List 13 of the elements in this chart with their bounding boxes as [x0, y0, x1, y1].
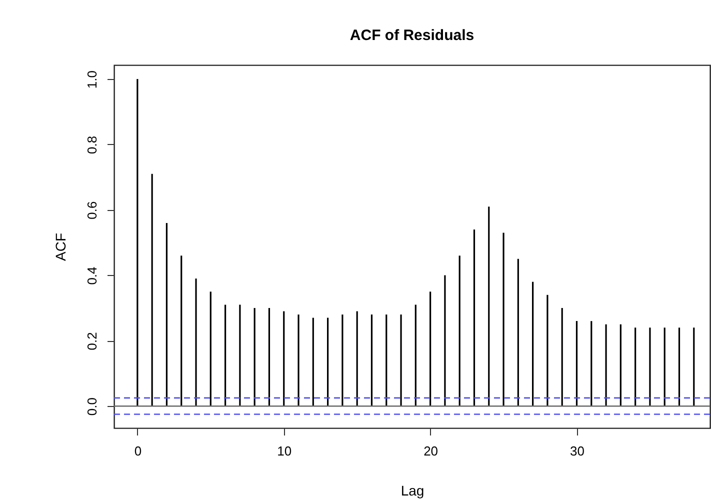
x-tick-label: 10: [277, 444, 292, 458]
y-axis-title: ACF: [52, 233, 68, 261]
chart-title: ACF of Residuals: [350, 27, 474, 44]
x-tick-label: 20: [424, 444, 438, 458]
y-tick-label: 0.0: [84, 398, 100, 416]
x-axis-title: Lag: [400, 482, 424, 498]
x-tick-label: 0: [134, 444, 142, 458]
y-tick-label: 0.4: [84, 266, 100, 285]
y-tick-label: 0.6: [84, 201, 100, 220]
x-tick-label: 30: [570, 444, 584, 458]
y-tick-label: 0.2: [84, 332, 100, 350]
y-tick-label: 1.0: [84, 70, 100, 89]
y-tick-label: 0.8: [84, 136, 100, 154]
